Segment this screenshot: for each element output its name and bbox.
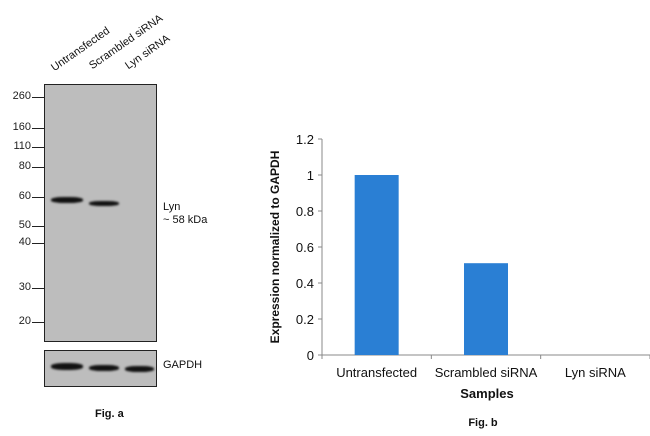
blot-membrane bbox=[44, 84, 157, 342]
mw-marker-tick bbox=[32, 226, 44, 227]
bar-0 bbox=[354, 175, 399, 355]
mw-marker-label: 50 bbox=[18, 219, 31, 231]
mw-marker-label: 110 bbox=[13, 140, 31, 152]
mw-marker-label: 30 bbox=[18, 281, 31, 293]
y-tick-label: 0 bbox=[307, 348, 314, 363]
x-tick-label: Scrambled siRNA bbox=[435, 365, 538, 380]
mw-marker-tick bbox=[32, 322, 44, 323]
y-tick-label: 1 bbox=[307, 168, 314, 183]
lyn-band-untransfected bbox=[51, 197, 83, 203]
mw-marker-label: 160 bbox=[12, 121, 31, 133]
mw-marker-label: 20 bbox=[18, 315, 31, 327]
fig-a-caption: Fig. a bbox=[95, 408, 124, 420]
gapdh-band-1 bbox=[51, 363, 83, 370]
bar-1 bbox=[464, 263, 508, 355]
mw-marker-tick bbox=[32, 167, 44, 168]
fig-b-caption: Fig. b bbox=[468, 417, 498, 429]
mw-marker-tick bbox=[32, 288, 44, 289]
y-axis-label: Expression normalized to GAPDH bbox=[268, 151, 282, 344]
y-tick-label: 0.6 bbox=[296, 240, 314, 255]
gapdh-band-2 bbox=[89, 365, 119, 371]
mw-marker-tick bbox=[32, 128, 44, 129]
y-tick-label: 0.4 bbox=[296, 276, 314, 291]
y-tick-label: 0.2 bbox=[296, 312, 314, 327]
mw-marker-tick bbox=[32, 197, 44, 198]
mw-marker-label: 40 bbox=[18, 236, 31, 248]
band-size-label: ~ 58 kDa bbox=[163, 214, 208, 226]
x-axis-label: Samples bbox=[460, 386, 513, 401]
mw-marker-tick bbox=[32, 243, 44, 244]
mw-marker-label: 60 bbox=[18, 190, 31, 202]
gapdh-membrane bbox=[44, 350, 157, 387]
mw-marker-tick bbox=[32, 97, 44, 98]
x-tick-label: Lyn siRNA bbox=[565, 365, 626, 380]
y-tick-label: 1.2 bbox=[296, 132, 314, 147]
mw-marker-label: 80 bbox=[18, 160, 31, 172]
x-tick-label: Untransfected bbox=[336, 365, 417, 380]
gapdh-label: GAPDH bbox=[163, 359, 203, 371]
lyn-band-scrambled bbox=[89, 201, 119, 206]
mw-marker-label: 260 bbox=[12, 90, 31, 102]
band-label: Lyn bbox=[163, 201, 181, 213]
y-tick-label: 0.8 bbox=[296, 204, 314, 219]
mw-marker-tick bbox=[32, 147, 44, 148]
gapdh-band-3 bbox=[125, 366, 154, 372]
